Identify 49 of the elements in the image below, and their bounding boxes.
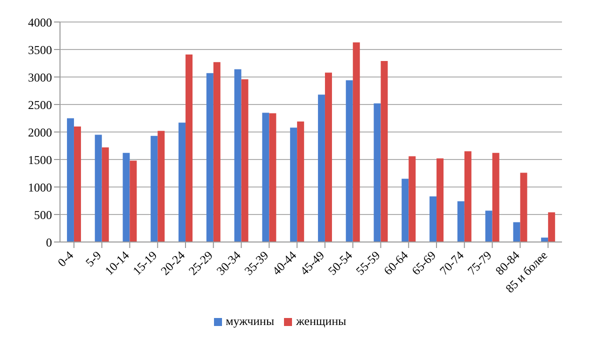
x-tick-label: 5-9 bbox=[82, 248, 104, 270]
bar bbox=[130, 160, 137, 242]
bar bbox=[206, 73, 214, 242]
bar bbox=[346, 80, 353, 242]
y-tick-label: 3000 bbox=[28, 70, 52, 84]
bar bbox=[324, 72, 332, 242]
bar bbox=[297, 122, 304, 242]
bar bbox=[318, 94, 325, 242]
bar bbox=[66, 118, 74, 242]
bar bbox=[241, 79, 248, 242]
bar bbox=[352, 42, 360, 242]
bar bbox=[102, 147, 109, 242]
bar bbox=[541, 238, 548, 242]
bar bbox=[122, 152, 130, 242]
bar bbox=[520, 172, 528, 242]
y-tick-label: 1000 bbox=[28, 180, 52, 194]
y-tick-label: 1500 bbox=[28, 152, 52, 167]
bar bbox=[430, 196, 437, 242]
bar bbox=[408, 156, 416, 242]
legend-label: женщины bbox=[296, 314, 346, 328]
bar bbox=[262, 112, 270, 242]
bar bbox=[485, 210, 492, 242]
bar bbox=[213, 62, 220, 242]
y-tick-label: 0 bbox=[46, 235, 52, 250]
bar bbox=[492, 152, 500, 242]
y-tick-label: 500 bbox=[34, 208, 52, 222]
bar bbox=[158, 130, 165, 242]
bar bbox=[94, 134, 102, 242]
bar bbox=[74, 126, 81, 242]
bar bbox=[380, 61, 388, 242]
bar bbox=[269, 113, 276, 242]
y-tick-label: 2000 bbox=[28, 125, 52, 140]
y-tick-label: 2500 bbox=[28, 98, 52, 112]
y-tick-label: 4000 bbox=[28, 15, 52, 30]
bar bbox=[186, 54, 193, 242]
y-tick-label: 3500 bbox=[28, 42, 52, 57]
bar bbox=[548, 212, 556, 242]
x-tick-label: 0-4 bbox=[54, 248, 76, 270]
bar bbox=[290, 128, 298, 242]
bar bbox=[464, 151, 472, 242]
bar bbox=[374, 103, 381, 242]
bar bbox=[436, 158, 444, 242]
bar bbox=[513, 222, 520, 242]
bar bbox=[402, 178, 409, 242]
bar bbox=[150, 136, 158, 242]
legend-label: мужчины bbox=[226, 314, 274, 328]
bar bbox=[457, 201, 464, 242]
bar bbox=[178, 122, 186, 242]
bar bbox=[234, 69, 242, 242]
